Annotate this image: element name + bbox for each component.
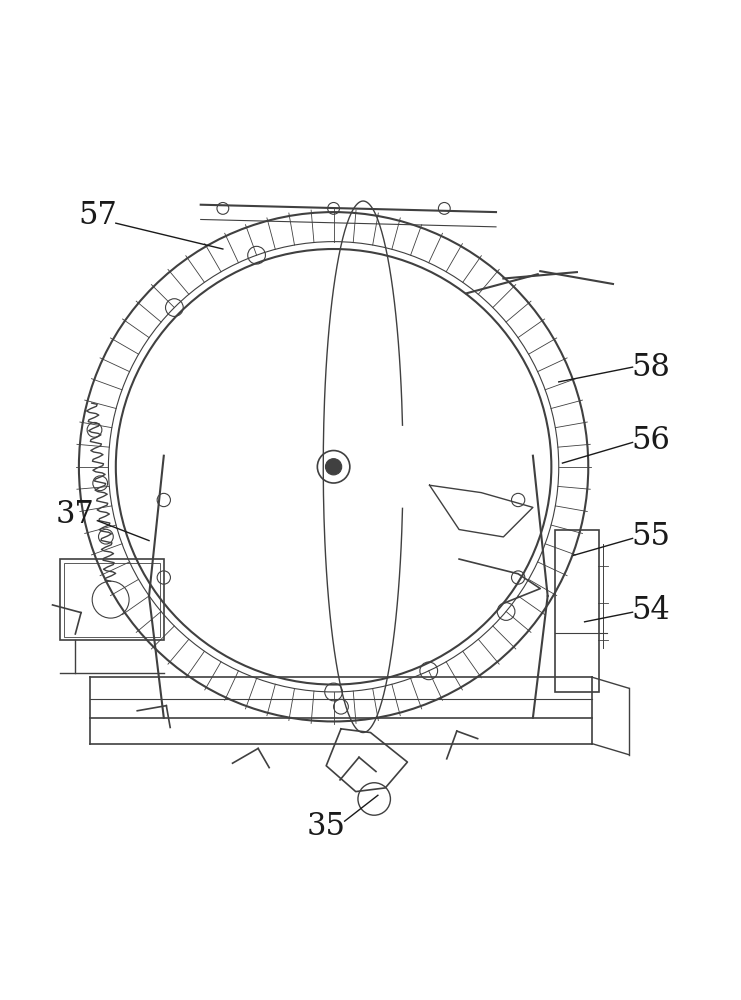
Text: 35: 35 [307,811,346,842]
Bar [64,563,160,637]
Text: 56: 56 [631,425,671,456]
Bar [555,530,599,692]
Circle shape [325,459,342,475]
Text: 37: 37 [56,499,95,530]
Text: 55: 55 [631,521,671,552]
Text: 58: 58 [631,352,671,383]
Text: 54: 54 [631,595,671,626]
Text: 57: 57 [78,200,117,231]
Bar [61,559,164,640]
